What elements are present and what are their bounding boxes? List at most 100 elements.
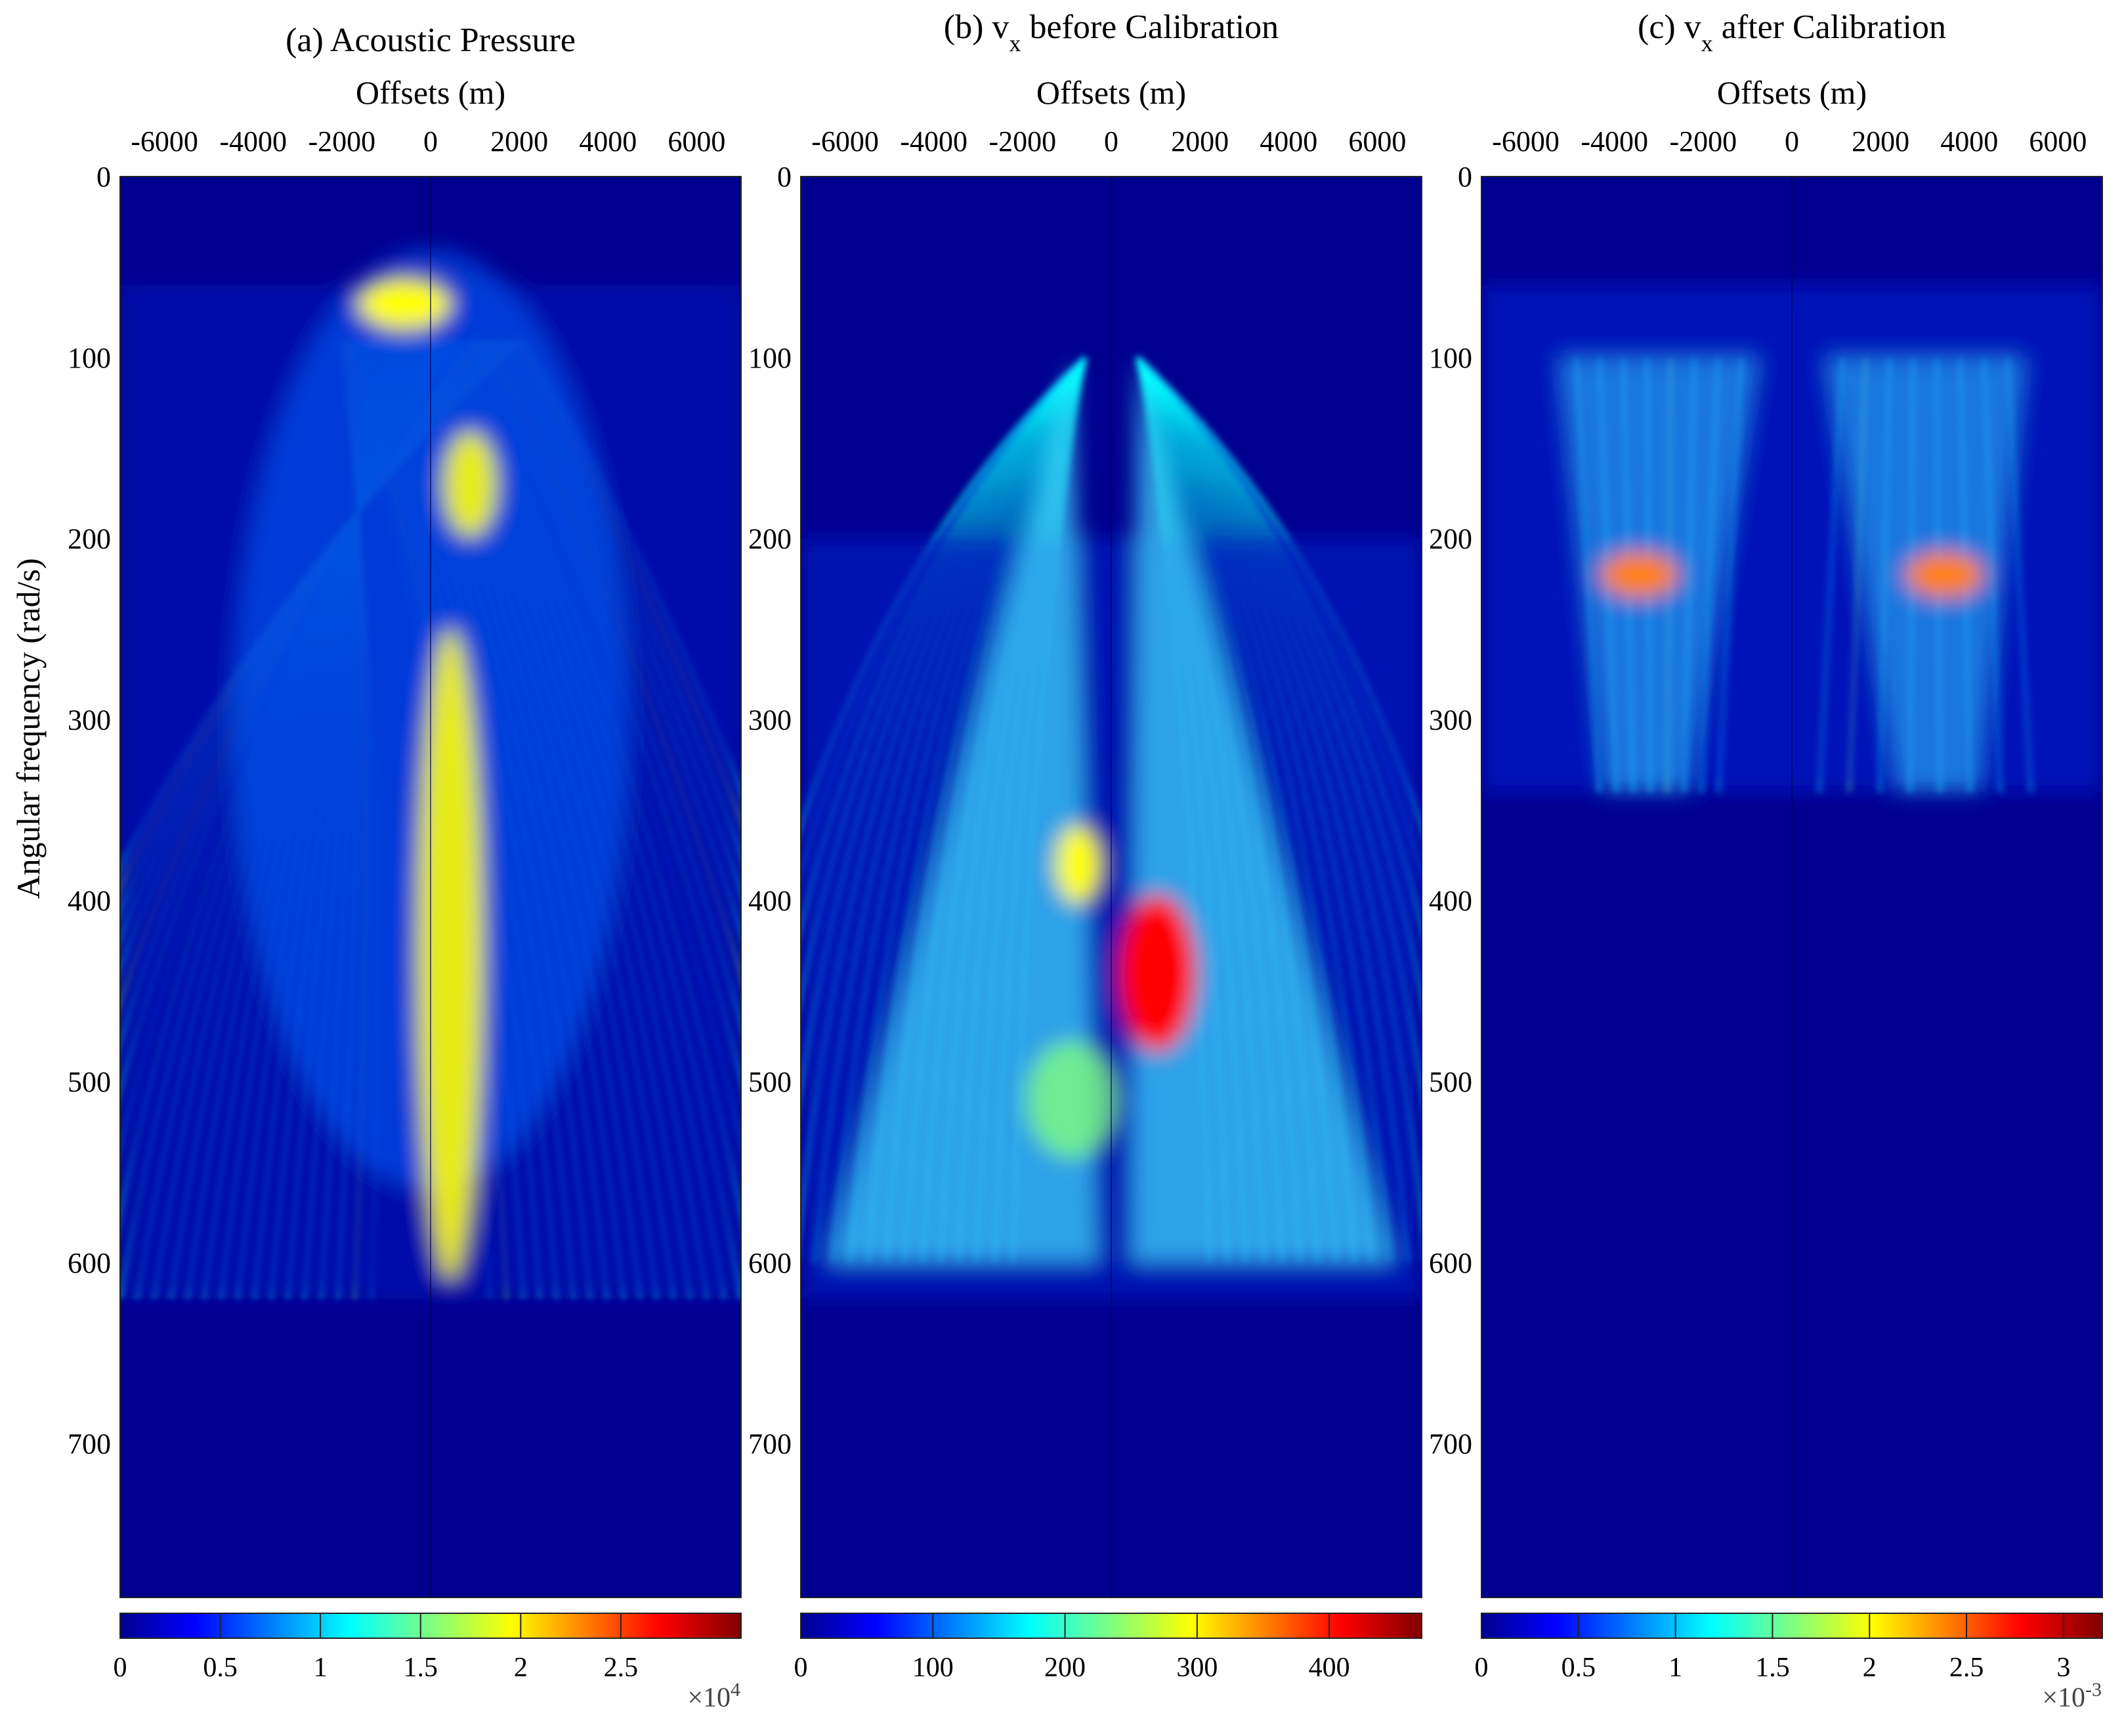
colorbar-gradient	[800, 1613, 1422, 1639]
panel-a-yticks: 0 100 200 300 400 500 600 700	[68, 161, 129, 1460]
hotspot	[1055, 825, 1101, 904]
y-tick-label: 500	[68, 1066, 111, 1098]
x-tick-label: 0	[1104, 125, 1118, 158]
colorbar-tick-label: 100	[912, 1653, 954, 1683]
hotspot	[1905, 551, 1984, 598]
y-tick-label: 300	[68, 704, 111, 736]
y-tick-label: 200	[748, 523, 792, 555]
heatmap-lobe	[1131, 357, 1393, 1263]
hotspot	[417, 629, 483, 1281]
x-tick-label: 2000	[1852, 125, 1909, 158]
panel-a-xticks: -6000 -4000 -2000 0 2000 4000 6000	[131, 125, 725, 186]
colorbar-tick-label: 2.5	[604, 1653, 639, 1683]
y-tick-label: 0	[1458, 161, 1472, 193]
y-tick-label: 600	[68, 1247, 111, 1279]
y-tick-label: 400	[1429, 885, 1472, 917]
y-tick-label: 100	[748, 342, 792, 374]
panel-b-xticks: -6000 -4000 -2000 0 2000 4000 6000	[811, 125, 1406, 186]
panel-c-yticks: 0 100 200 300 400 500 600 700	[1429, 161, 1491, 1460]
hotspot	[1118, 894, 1197, 1052]
panel-b-title: (b) vx before Calibration	[944, 9, 1279, 56]
panel-c-colorbar-multiplier: ×10-3	[2042, 1679, 2102, 1714]
panel-c-colorbar-ticks: 0 0.5 1 1.5 2 2.5 3	[1475, 1613, 2070, 1683]
x-tick-label: 6000	[1348, 125, 1406, 158]
x-tick-label: 6000	[2029, 125, 2087, 158]
panel-b-yticks: 0 100 200 300 400 500 600 700	[748, 161, 810, 1460]
panel-b-plot	[801, 177, 1422, 1598]
colorbar-tick-label: 2	[1863, 1653, 1877, 1683]
x-tick-label: -6000	[1492, 125, 1560, 158]
x-tick-label: -2000	[989, 125, 1057, 158]
panel-a: (a) Acoustic Pressure Offsets (m) -6000-…	[68, 22, 742, 1714]
x-tick-label: -6000	[131, 125, 198, 158]
panel-c: (c) vx after Calibration Offsets (m) -60…	[1429, 9, 2103, 1714]
colorbar-tick-label: 1	[314, 1653, 328, 1683]
panel-b-plot-frame	[800, 176, 1422, 1598]
y-tick-label: 700	[748, 1428, 792, 1460]
y-tick-label: 200	[68, 523, 111, 555]
hotspot	[358, 277, 450, 330]
heatmap-glow	[801, 357, 1422, 1299]
heatmap-lobe	[829, 357, 1098, 1263]
x-tick-label: -2000	[308, 125, 376, 158]
panel-c-plot-frame	[1481, 176, 2103, 1598]
x-tick-label: 2000	[1171, 125, 1229, 158]
panel-a-xlabel: Offsets (m)	[356, 74, 505, 111]
panel-a-colorbar-ticks: 0 0.5 1 1.5 2 2.5	[114, 1613, 639, 1683]
x-tick-label: 4000	[1940, 125, 1998, 158]
panel-c-plot	[1481, 177, 2102, 1598]
panel-b: (b) vx before Calibration Offsets (m) -6…	[748, 9, 1422, 1683]
colorbar-tick-label: 0	[1475, 1653, 1489, 1683]
y-tick-label: 700	[68, 1428, 111, 1460]
y-tick-label: 0	[777, 161, 792, 193]
y-tick-label: 200	[1429, 523, 1472, 555]
colorbar-tick-label: 2.5	[1949, 1653, 1984, 1683]
x-tick-label: -6000	[811, 125, 879, 158]
x-tick-label: 0	[1785, 125, 1799, 158]
colorbar-gradient	[119, 1613, 742, 1639]
panel-b-colorbar-ticks: 0 100 200 300 400	[794, 1613, 1350, 1683]
y-tick-label: 500	[748, 1066, 792, 1098]
panel-b-xlabel: Offsets (m)	[1036, 74, 1186, 111]
colorbar-gradient	[1481, 1613, 2103, 1639]
y-tick-label: 0	[96, 161, 111, 193]
y-tick-label: 300	[748, 704, 792, 736]
panel-c-title: (c) vx after Calibration	[1638, 9, 1946, 56]
y-axis-label: Angular frequency (rad/s)	[10, 558, 47, 899]
x-tick-label: 6000	[668, 125, 725, 158]
colorbar-tick-label: 1.5	[1755, 1653, 1790, 1683]
y-tick-label: 100	[1429, 342, 1472, 374]
y-tick-label: 300	[1429, 704, 1472, 736]
x-tick-label: -4000	[1581, 125, 1648, 158]
x-tick-label: -4000	[219, 125, 287, 158]
panel-c-xticks: -6000 -4000 -2000 0 2000 4000 6000	[1492, 125, 2087, 186]
colorbar-tick-label: 0.5	[1561, 1653, 1596, 1683]
colorbar-tick-label: 0	[794, 1653, 808, 1683]
hotspot	[444, 431, 496, 537]
colorbar-tick-label: 1.5	[403, 1653, 438, 1683]
panel-c-xlabel: Offsets (m)	[1717, 74, 1867, 111]
x-tick-label: -2000	[1670, 125, 1737, 158]
x-tick-label: 0	[423, 125, 438, 158]
panel-a-colorbar-multiplier: ×104	[687, 1679, 740, 1714]
hotspot	[1026, 1040, 1118, 1159]
x-tick-label: 2000	[490, 125, 548, 158]
panel-a-colorbar	[119, 1613, 742, 1639]
x-tick-label: 4000	[579, 125, 637, 158]
colorbar-tick-label: 400	[1309, 1653, 1350, 1683]
panel-a-plot	[120, 177, 741, 1598]
panel-a-plot-frame	[119, 176, 742, 1598]
y-tick-label: 500	[1429, 1066, 1472, 1098]
panel-b-colorbar	[800, 1613, 1422, 1639]
colorbar-tick-label: 1	[1668, 1653, 1682, 1683]
colorbar-tick-label: 0.5	[203, 1653, 238, 1683]
colorbar-tick-label: 0	[114, 1653, 127, 1683]
panel-c-colorbar	[1481, 1613, 2103, 1639]
panel-a-title: (a) Acoustic Pressure	[286, 22, 576, 59]
colorbar-tick-label: 200	[1044, 1653, 1086, 1683]
y-tick-label: 400	[748, 885, 792, 917]
colorbar-tick-label: 300	[1176, 1653, 1218, 1683]
y-tick-label: 700	[1429, 1428, 1472, 1460]
colorbar-tick-label: 2	[514, 1653, 528, 1683]
